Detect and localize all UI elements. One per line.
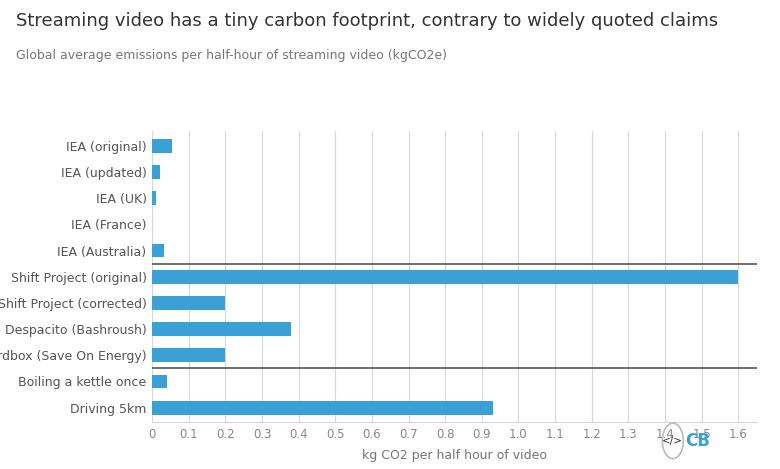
X-axis label: kg CO2 per half hour of video: kg CO2 per half hour of video	[362, 449, 547, 462]
Text: Global average emissions per half-hour of streaming video (kgCO2e): Global average emissions per half-hour o…	[16, 49, 447, 62]
Bar	[152, 401, 493, 415]
Bar	[152, 244, 164, 257]
Bar	[152, 139, 172, 152]
Bar	[152, 322, 291, 336]
Text: Streaming video has a tiny carbon footprint, contrary to widely quoted claims: Streaming video has a tiny carbon footpr…	[16, 12, 718, 30]
Bar	[152, 270, 739, 284]
Bar	[152, 191, 157, 205]
Bar	[152, 348, 225, 362]
Text: </>: </>	[662, 436, 683, 446]
Text: CB: CB	[686, 432, 711, 450]
Bar	[152, 165, 160, 179]
Bar	[152, 296, 225, 310]
Bar	[152, 375, 167, 388]
